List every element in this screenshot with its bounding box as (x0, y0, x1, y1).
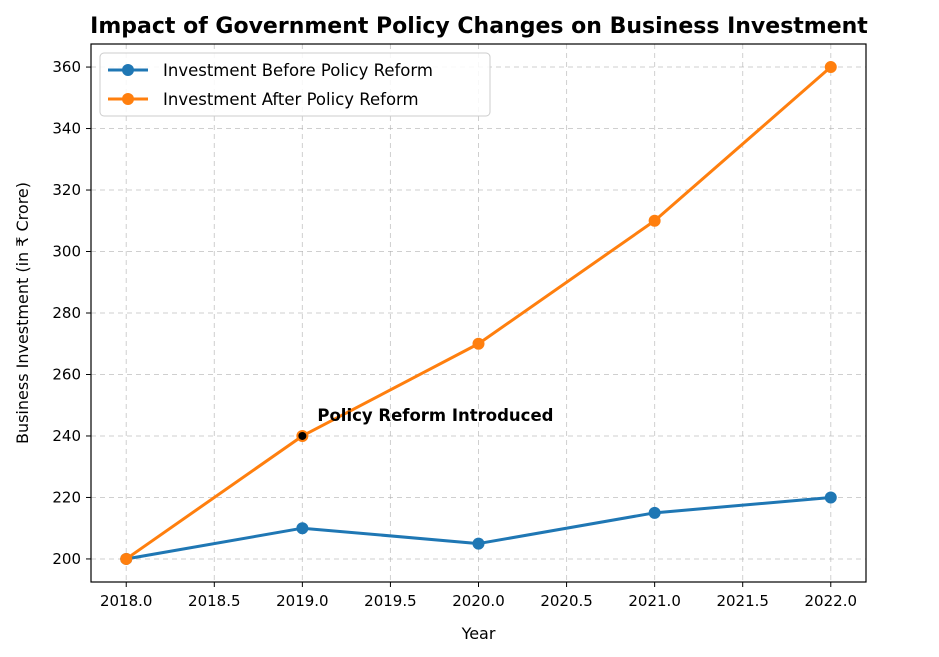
x-tick-label: 2018.0 (100, 592, 153, 610)
y-tick-label: 260 (52, 365, 81, 383)
x-tick-label: 2020.5 (540, 592, 593, 610)
y-tick-label: 360 (52, 58, 81, 76)
legend-box (99, 52, 491, 117)
x-tick-label: 2021.0 (628, 592, 681, 610)
series-1 (120, 491, 837, 565)
legend-entry-2: Investment After Policy Reform (108, 90, 419, 109)
legend-swatch-marker (122, 93, 134, 105)
y-tick-label: 220 (52, 488, 81, 506)
x-tick-label: 2019.5 (364, 592, 417, 610)
y-axis-label: Business Investment (in ₹ Crore) (13, 182, 32, 444)
legend-entry-1: Investment Before Policy Reform (108, 61, 433, 80)
y-axis-ticks: 200 220 240 260 280 300 320 340 360 (52, 58, 91, 568)
data-point (648, 214, 661, 227)
y-tick-label: 240 (52, 427, 81, 445)
annotation-marker (298, 431, 307, 440)
x-tick-label: 2022.0 (805, 592, 858, 610)
y-tick-label: 340 (52, 120, 81, 138)
annotation-layer: Policy Reform Introduced (298, 406, 553, 440)
data-point (824, 491, 837, 504)
chart-title: Impact of Government Policy Changes on B… (90, 14, 868, 39)
data-point (120, 552, 133, 565)
x-axis-ticks: 2018.0 2018.5 2019.0 2019.5 2020.0 2020.5 2021… (100, 582, 857, 610)
legend: Investment Before Policy Reform Investmen… (99, 52, 491, 117)
data-point (296, 522, 309, 535)
series-layer (120, 61, 837, 565)
y-tick-label: 200 (52, 550, 81, 568)
x-axis-label: Year (461, 624, 496, 643)
x-tick-label: 2020.0 (452, 592, 505, 610)
data-point (472, 537, 485, 550)
data-point (648, 506, 661, 519)
data-point (472, 337, 485, 350)
legend-label: Investment After Policy Reform (163, 90, 419, 109)
x-tick-label: 2021.5 (716, 592, 769, 610)
data-point (824, 61, 837, 74)
legend-swatch-marker (122, 64, 134, 76)
y-tick-label: 280 (52, 304, 81, 322)
x-tick-label: 2019.0 (276, 592, 329, 610)
x-tick-label: 2018.5 (188, 592, 241, 610)
legend-label: Investment Before Policy Reform (163, 61, 433, 80)
y-tick-label: 320 (52, 181, 81, 199)
y-tick-label: 300 (52, 243, 81, 261)
annotation-label: Policy Reform Introduced (317, 406, 553, 425)
